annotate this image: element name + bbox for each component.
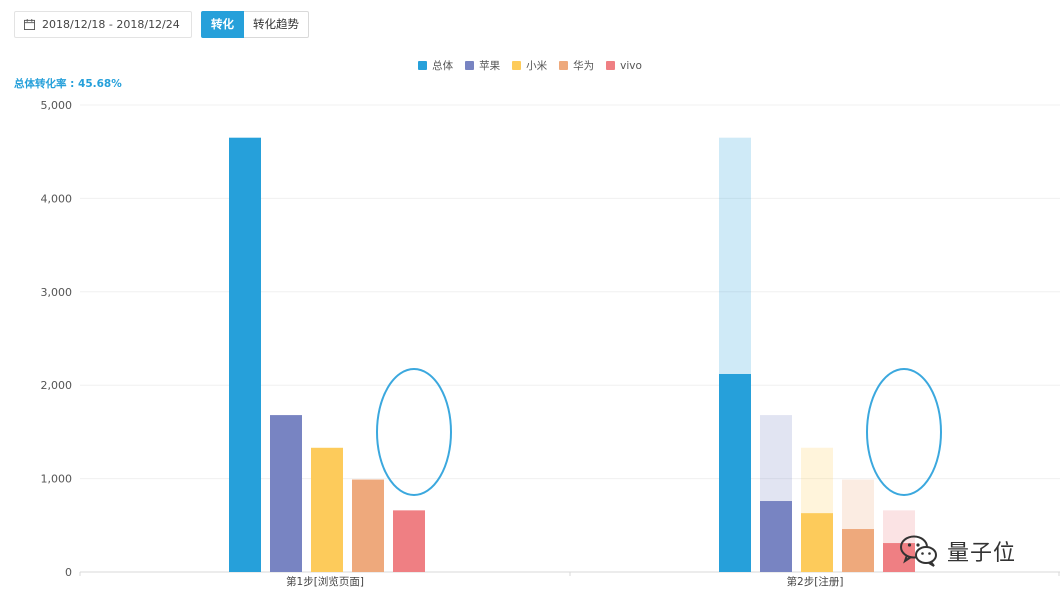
wechat-icon <box>900 535 937 567</box>
legend-label: 华为 <box>573 60 595 72</box>
highlight-ellipse <box>866 368 942 496</box>
legend-label: 苹果 <box>479 60 501 72</box>
legend-item-3[interactable]: 华为 <box>559 58 594 73</box>
bar <box>270 415 302 572</box>
x-tick-label: 第2步[注册] <box>787 575 844 588</box>
legend-item-1[interactable]: 苹果 <box>465 58 500 73</box>
legend-label: 小米 <box>526 60 548 72</box>
legend-swatch <box>559 61 569 70</box>
y-tick-label: 0 <box>65 566 72 579</box>
date-range-picker[interactable]: 2018/12/18 - 2018/12/24 <box>14 11 192 38</box>
y-tick-label: 2,000 <box>41 379 73 392</box>
legend-label: 总体 <box>432 60 454 72</box>
chart-legend: 总体 苹果 小米 华为 vivo <box>0 58 1060 73</box>
legend-swatch <box>418 61 428 70</box>
legend-label: vivo <box>620 59 642 72</box>
overall-conversion-rate: 总体转化率 : 45.68% <box>14 78 122 90</box>
x-tick-label: 第1步[浏览页面] <box>286 575 364 588</box>
tab-conversion-trend[interactable]: 转化趋势 <box>244 11 309 38</box>
bar <box>229 137 261 572</box>
y-tick-label: 3,000 <box>41 286 73 299</box>
y-tick-label: 1,000 <box>41 473 73 486</box>
bar <box>352 479 384 572</box>
bar <box>393 510 425 572</box>
date-range-text: 2018/12/18 - 2018/12/24 <box>42 18 180 31</box>
view-tabs: 转化 转化趋势 <box>201 11 309 38</box>
legend-item-0[interactable]: 总体 <box>418 58 453 73</box>
y-tick-label: 5,000 <box>41 99 73 112</box>
watermark: 量子位 <box>899 534 1016 568</box>
bar <box>842 529 874 572</box>
legend-swatch <box>512 61 522 70</box>
bar <box>311 447 343 572</box>
watermark-text: 量子位 <box>947 541 1017 566</box>
toolbar: 2018/12/18 - 2018/12/24 转化 转化趋势 <box>14 11 309 38</box>
bar <box>719 373 751 572</box>
tab-conversion[interactable]: 转化 <box>201 11 244 38</box>
legend-item-4[interactable]: vivo <box>606 58 642 73</box>
bar <box>801 513 833 572</box>
calendar-icon <box>24 19 35 30</box>
y-tick-label: 4,000 <box>41 192 73 205</box>
highlight-ellipse <box>376 368 452 496</box>
bar <box>760 501 792 572</box>
legend-swatch <box>465 61 475 70</box>
legend-swatch <box>606 61 616 70</box>
legend-item-2[interactable]: 小米 <box>512 58 547 73</box>
